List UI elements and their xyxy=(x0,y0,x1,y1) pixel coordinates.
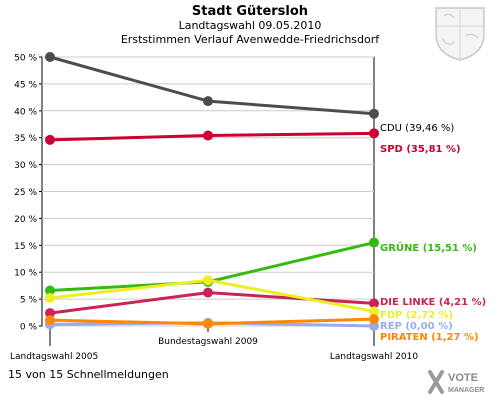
data-point xyxy=(203,130,213,141)
y-tick-label: 50 % xyxy=(14,54,37,64)
data-point xyxy=(45,293,55,304)
series-label: CDU (39,46 %) xyxy=(380,123,454,134)
data-point xyxy=(369,306,379,317)
vote-manager-logo: VOTE MANAGER xyxy=(428,370,484,394)
series-label: DIE LINKE (4,21 %) xyxy=(380,297,486,308)
data-point xyxy=(369,321,379,331)
data-point xyxy=(45,308,55,319)
data-point xyxy=(203,275,213,286)
data-point xyxy=(203,96,213,107)
y-tick-label: 30 % xyxy=(14,161,37,171)
logo-text-manager: MANAGER xyxy=(448,387,484,394)
series-label: PIRATEN (1,27 %) xyxy=(380,332,479,343)
y-tick-label: 20 % xyxy=(14,215,37,225)
data-point xyxy=(369,128,379,139)
y-tick-label: 25 % xyxy=(14,188,37,198)
data-point xyxy=(369,237,379,248)
coat-of-arms-icon xyxy=(435,7,485,61)
x-tick-label: Bundestagswahl 2009 xyxy=(158,337,258,347)
chart-title: Stadt Gütersloh xyxy=(191,4,309,19)
y-tick-label: 10 % xyxy=(14,269,37,279)
title-block: Stadt Gütersloh Landtagswahl 09.05.2010 … xyxy=(0,0,500,47)
y-tick-label: 0 % xyxy=(20,323,38,333)
chart-subtitle: Landtagswahl 09.05.2010 xyxy=(178,19,322,32)
data-point xyxy=(45,315,55,326)
y-tick-label: 45 % xyxy=(14,80,37,90)
data-point xyxy=(369,108,379,119)
data-point xyxy=(369,298,379,309)
data-point xyxy=(45,134,55,145)
series-label: FDP (2,72 %) xyxy=(380,310,453,321)
x-tick-label: Landtagswahl 2010 xyxy=(330,352,419,362)
series-label: SPD (35,81 %) xyxy=(380,144,461,155)
logo-text-vote: VOTE xyxy=(448,372,478,384)
y-tick-label: 35 % xyxy=(14,134,37,144)
x-tick-label: Landtagswahl 2005 xyxy=(10,352,98,362)
series-label: REP (0,00 %) xyxy=(380,321,453,332)
y-tick-label: 40 % xyxy=(14,107,37,117)
status-text: 15 von 15 Schnellmeldungen xyxy=(8,368,169,381)
data-point xyxy=(45,285,55,296)
data-point xyxy=(45,52,55,62)
data-point xyxy=(203,287,213,298)
chart-subtitle-2: Erststimmen Verlauf Avenwedde-Friedrichs… xyxy=(120,33,380,46)
y-tick-label: 15 % xyxy=(14,242,37,252)
data-point xyxy=(203,318,213,329)
data-point xyxy=(369,314,379,325)
series-label: GRÜNE (15,51 %) xyxy=(380,240,477,254)
y-tick-label: 5 % xyxy=(20,296,38,306)
